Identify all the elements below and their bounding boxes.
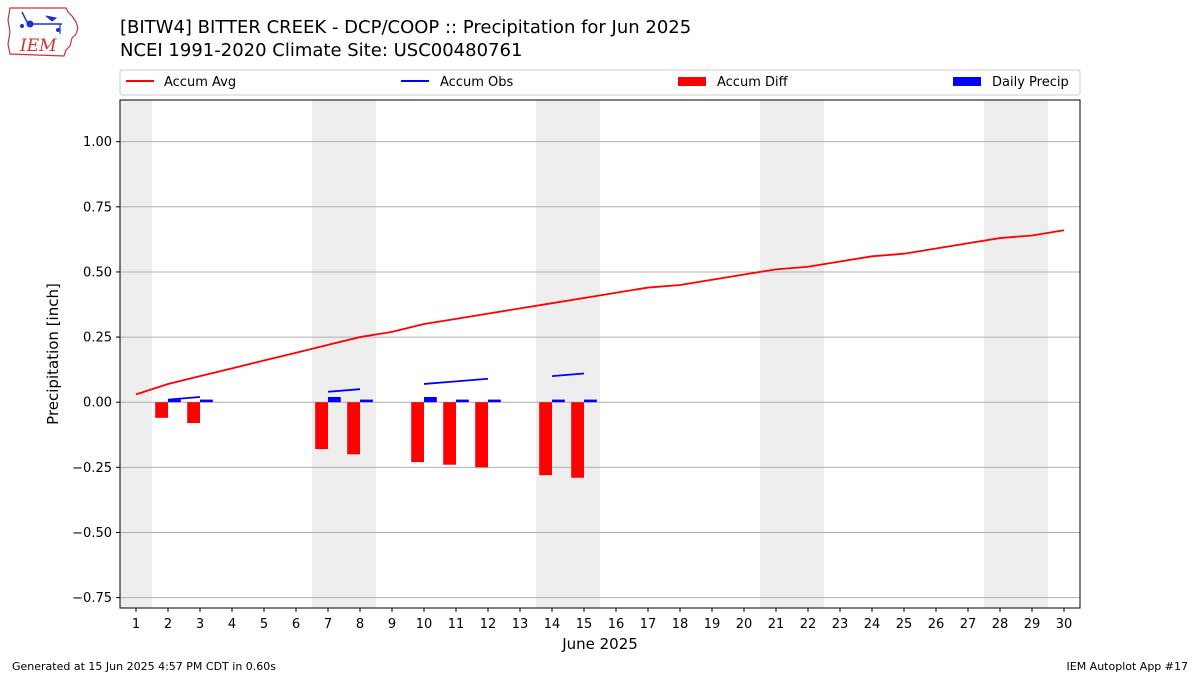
daily-precip-bar bbox=[584, 399, 597, 403]
accum-obs-line bbox=[423, 377, 489, 385]
plot-frame bbox=[119, 99, 1081, 609]
y-tick-label: −0.75 bbox=[72, 591, 112, 606]
accum-diff-bar bbox=[475, 402, 488, 468]
accum-diff-bar bbox=[443, 402, 456, 465]
y-tick-label: −0.50 bbox=[72, 526, 112, 541]
bars bbox=[155, 396, 597, 478]
x-tick-label: 29 bbox=[1024, 617, 1041, 632]
legend-label: Daily Precip bbox=[992, 75, 1069, 90]
y-tick-label: 0.25 bbox=[83, 331, 112, 346]
x-tick-label: 24 bbox=[864, 617, 881, 632]
weekend-bands bbox=[120, 100, 1048, 608]
chart-title: [BITW4] BITTER CREEK - DCP/COOP :: Preci… bbox=[120, 17, 692, 38]
x-tick-label: 20 bbox=[736, 617, 753, 632]
accum-obs-line bbox=[551, 372, 585, 378]
x-tick-label: 25 bbox=[896, 617, 913, 632]
x-tick-label: 30 bbox=[1056, 617, 1073, 632]
chart-subtitle: NCEI 1991-2020 Climate Site: USC00480761 bbox=[120, 40, 523, 61]
x-tick-label: 16 bbox=[608, 617, 625, 632]
y-tick-label: 0.00 bbox=[83, 396, 112, 411]
x-tick-label: 15 bbox=[576, 617, 593, 632]
daily-precip-bar bbox=[552, 399, 565, 403]
daily-precip-bar bbox=[488, 399, 501, 403]
y-tick-label: −0.25 bbox=[72, 461, 112, 476]
legend-swatch bbox=[953, 77, 981, 86]
daily-precip-bar bbox=[200, 399, 213, 403]
accum-diff-bar bbox=[315, 402, 328, 450]
x-tick-label: 13 bbox=[512, 617, 529, 632]
daily-precip-bar bbox=[360, 399, 373, 403]
x-tick-label: 7 bbox=[324, 617, 332, 632]
grid-lines bbox=[120, 141, 1080, 599]
legend: Accum Avg Accum Obs Accum Diff Daily Precip bbox=[119, 69, 1081, 96]
footer-app: IEM Autoplot App #17 bbox=[1066, 660, 1189, 673]
x-tick-label: 3 bbox=[196, 617, 204, 632]
y-tick-label: 0.75 bbox=[83, 200, 112, 215]
weather-station-icon bbox=[20, 11, 62, 34]
x-tick-label: 2 bbox=[164, 617, 172, 632]
accum-diff-bar bbox=[539, 402, 552, 476]
x-tick-label: 11 bbox=[448, 617, 465, 632]
x-tick-label: 10 bbox=[416, 617, 433, 632]
lines bbox=[135, 229, 1065, 401]
x-tick-label: 21 bbox=[768, 617, 785, 632]
x-tick-label: 18 bbox=[672, 617, 689, 632]
x-tick-label: 27 bbox=[960, 617, 977, 632]
accum-diff-bar bbox=[155, 402, 168, 418]
accum-diff-bar bbox=[411, 402, 424, 463]
legend-label: Accum Avg bbox=[164, 75, 236, 90]
legend-swatch bbox=[678, 77, 706, 86]
x-tick-label: 14 bbox=[544, 617, 561, 632]
y-axis-label: Precipitation [inch] bbox=[44, 283, 62, 425]
accum-obs-line bbox=[167, 396, 201, 401]
daily-precip-bar bbox=[328, 396, 341, 403]
daily-precip-bar bbox=[456, 399, 469, 403]
legend-label: Accum Obs bbox=[440, 75, 513, 90]
x-tick-label: 22 bbox=[800, 617, 817, 632]
daily-precip-bar bbox=[424, 396, 437, 403]
x-tick-label: 9 bbox=[388, 617, 396, 632]
weekend-band bbox=[536, 100, 600, 608]
accum-avg-line bbox=[135, 229, 1065, 396]
y-tick-label: 1.00 bbox=[83, 135, 112, 150]
legend-label: Accum Diff bbox=[717, 75, 789, 90]
x-tick-label: 6 bbox=[292, 617, 300, 632]
footer-generated: Generated at 15 Jun 2025 4:57 PM CDT in … bbox=[12, 660, 277, 673]
accum-diff-bar bbox=[571, 402, 584, 478]
accum-obs-line bbox=[327, 388, 361, 393]
x-tick-label: 23 bbox=[832, 617, 849, 632]
accum-diff-bar bbox=[187, 402, 200, 424]
x-tick-label: 4 bbox=[228, 617, 236, 632]
x-tick-label: 8 bbox=[356, 617, 364, 632]
x-tick-label: 17 bbox=[640, 617, 657, 632]
x-tick-label: 28 bbox=[992, 617, 1009, 632]
iem-logo: IEM bbox=[7, 7, 79, 57]
legend-box bbox=[119, 69, 1081, 96]
x-tick-label: 5 bbox=[260, 617, 268, 632]
iowa-outline-icon bbox=[7, 7, 79, 57]
x-tick-label: 12 bbox=[480, 617, 497, 632]
weekend-band bbox=[984, 100, 1048, 608]
x-tick-label: 26 bbox=[928, 617, 945, 632]
y-axis: −0.75 −0.50 −0.25 0.00 0.25 0.50 0.75 1.00 bbox=[72, 135, 120, 606]
x-axis: 1 2 3 4 5 6 7 8 9 10 11 12 13 14 15 16 17 18 19 20 21 22 23 24 2… bbox=[132, 608, 1072, 632]
weekend-band bbox=[312, 100, 376, 608]
x-axis-label: June 2025 bbox=[561, 635, 638, 653]
weekend-band bbox=[760, 100, 824, 608]
x-tick-label: 19 bbox=[704, 617, 721, 632]
weekend-band bbox=[120, 100, 152, 608]
y-tick-label: 0.50 bbox=[83, 265, 112, 280]
accum-diff-bar bbox=[347, 402, 360, 455]
x-tick-label: 1 bbox=[132, 617, 140, 632]
daily-precip-bar bbox=[168, 399, 181, 403]
logo-text: IEM bbox=[19, 36, 57, 56]
